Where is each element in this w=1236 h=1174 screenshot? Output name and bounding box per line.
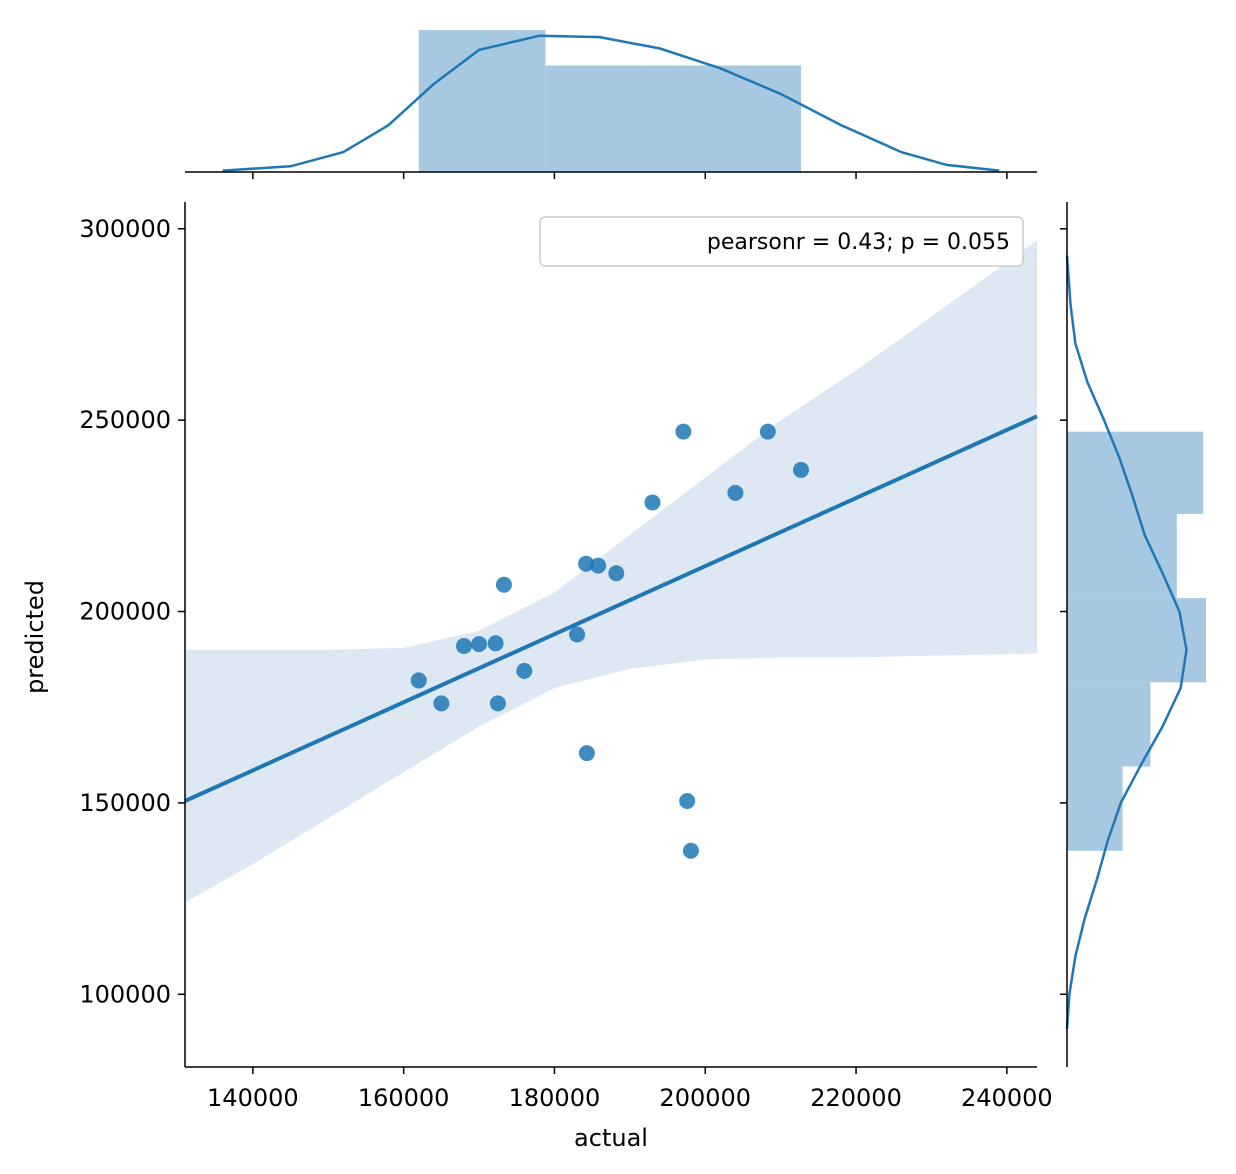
x-tick-label: 180000 [509, 1084, 601, 1112]
x-axis-label: actual [574, 1124, 648, 1152]
x-tick-label: 240000 [961, 1084, 1053, 1112]
scatter-point [644, 494, 661, 511]
scatter-point [759, 423, 776, 440]
y-tick-label: 200000 [79, 598, 171, 626]
scatter-point [516, 662, 533, 679]
scatter-point [569, 626, 586, 643]
scatter-point [578, 555, 595, 572]
x-tick-label: 160000 [358, 1084, 450, 1112]
x-tick-label: 220000 [810, 1084, 902, 1112]
scatter-point [495, 576, 512, 593]
right-histogram-bar [1067, 513, 1177, 599]
right-kde-curve [1065, 255, 1188, 1029]
right-histogram-bar [1067, 682, 1151, 767]
y-tick-label: 300000 [79, 215, 171, 243]
scatter-point [455, 637, 472, 654]
scatter-point [590, 557, 607, 574]
scatter-point [487, 635, 504, 652]
scatter-point [793, 461, 810, 478]
top-histogram-bar [545, 65, 802, 172]
legend-box [539, 216, 1024, 267]
scatter-point [410, 672, 427, 689]
legend-text: pearsonr = 0.43; p = 0.055 [707, 230, 1010, 255]
right-histogram-bar [1067, 766, 1123, 851]
y-tick-label: 150000 [79, 789, 171, 817]
regression-line [184, 414, 1038, 803]
axis-layer: 140000 160000 180000 200000 220000 240000 1000… [79, 171, 1068, 1112]
scatter-point [489, 695, 506, 712]
y-axis-label: predicted [21, 580, 49, 694]
scatter-point [675, 423, 692, 440]
top-kde-curve [222, 34, 1000, 172]
x-tick-label: 200000 [659, 1084, 751, 1112]
scatter-point [578, 745, 595, 762]
main-scatter-layer [184, 414, 1038, 859]
x-tick-label: 140000 [207, 1084, 299, 1112]
right-marginal-layer [1065, 255, 1206, 1029]
scatter-point [471, 636, 488, 653]
scatter-point [608, 565, 625, 582]
scatter-point [433, 695, 450, 712]
y-tick-label: 250000 [79, 406, 171, 434]
scatter-point [727, 484, 744, 501]
top-histogram-bar [418, 30, 546, 172]
top-marginal-layer [222, 30, 1000, 172]
scatter-point [682, 842, 699, 859]
y-tick-label: 100000 [79, 980, 171, 1008]
scatter-point [679, 792, 696, 809]
legend: pearsonr = 0.43; p = 0.055 [539, 216, 1024, 267]
